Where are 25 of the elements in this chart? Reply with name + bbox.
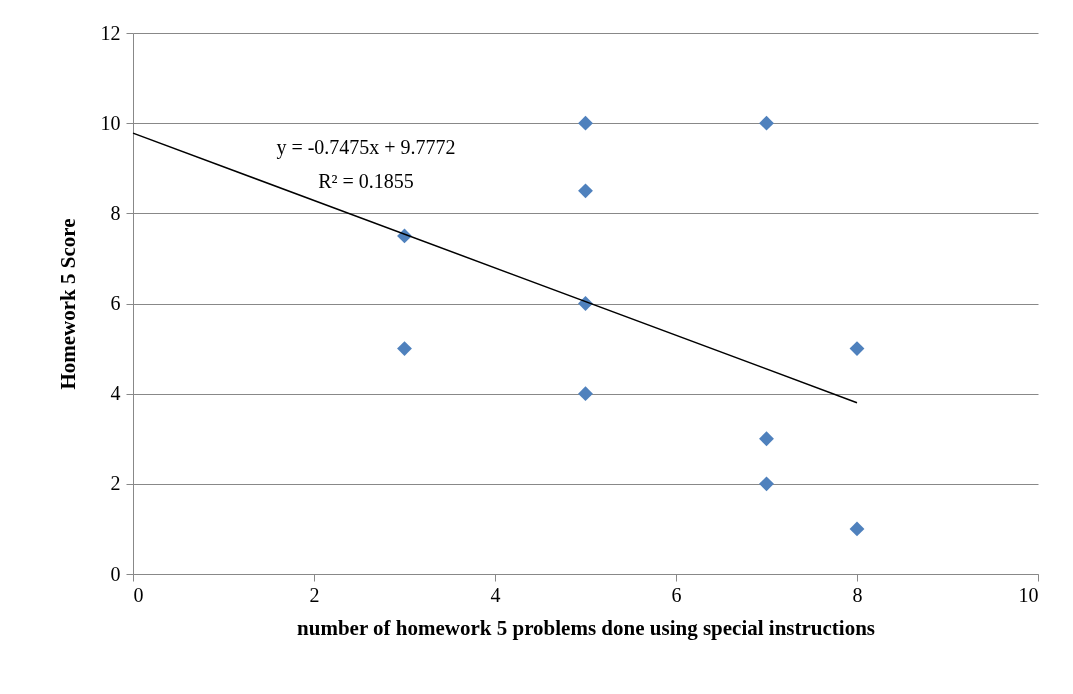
y-tick-label: 0 <box>110 562 121 585</box>
point <box>849 521 865 537</box>
point <box>578 386 593 402</box>
x-tick-label: 10 <box>1018 583 1039 606</box>
x-tick-label: 0 <box>133 583 144 606</box>
point <box>759 476 774 492</box>
y-tick-label: 12 <box>100 21 121 44</box>
y-tick-label: 10 <box>100 111 121 134</box>
x-axis-title: number of homework 5 problems done using special instructions <box>297 615 875 640</box>
x-tick-label: 2 <box>309 583 320 606</box>
point <box>759 115 774 131</box>
y-tick-label: 4 <box>110 382 121 405</box>
y-tick-label: 6 <box>110 292 121 314</box>
y-tick-label: 2 <box>110 472 121 495</box>
y-tick-label: 8 <box>110 201 121 224</box>
x-tick-label: 8 <box>852 583 863 606</box>
annotation: y = -0.7475x + 9.7772 <box>276 136 456 159</box>
annotation: R² = 0.1855 <box>318 170 414 192</box>
y-axis-title: Homework 5 Score <box>55 218 80 390</box>
point <box>397 341 412 356</box>
x-tick-label: 6 <box>671 583 682 606</box>
point <box>578 183 593 199</box>
x-tick-label: 4 <box>490 583 501 606</box>
point <box>578 115 593 131</box>
point <box>759 431 774 447</box>
